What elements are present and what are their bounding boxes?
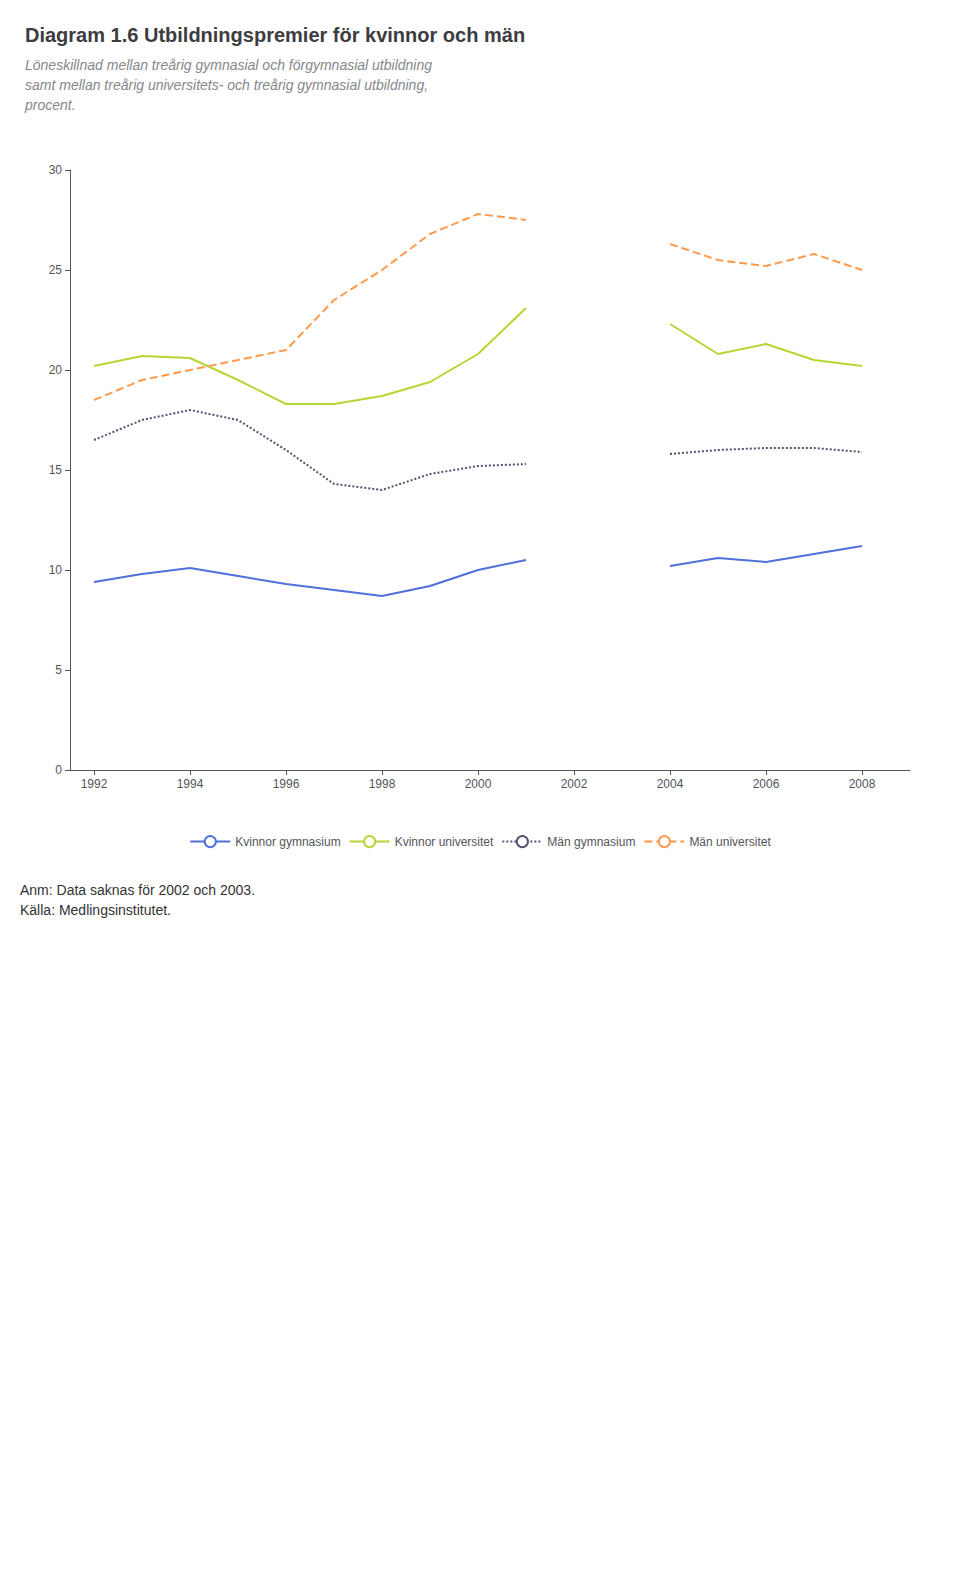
svg-text:Diagram 1.6 Utbildningspremier: Diagram 1.6 Utbildningspremier för kvinn… <box>25 24 525 46</box>
svg-text:1996: 1996 <box>273 777 300 791</box>
svg-text:2004: 2004 <box>657 777 684 791</box>
svg-text:1998: 1998 <box>369 777 396 791</box>
svg-text:procent.: procent. <box>24 97 76 113</box>
svg-text:0: 0 <box>55 763 62 777</box>
svg-text:1994: 1994 <box>177 777 204 791</box>
svg-text:25: 25 <box>49 263 63 277</box>
svg-text:2000: 2000 <box>465 777 492 791</box>
svg-text:Kvinnor gymnasium: Kvinnor gymnasium <box>235 835 340 849</box>
svg-text:2002: 2002 <box>561 777 588 791</box>
svg-text:10: 10 <box>49 563 63 577</box>
svg-text:Löneskillnad mellan treårig gy: Löneskillnad mellan treårig gymnasial oc… <box>25 57 432 73</box>
svg-text:Källa: Medlingsinstitutet.: Källa: Medlingsinstitutet. <box>20 902 171 918</box>
svg-text:2006: 2006 <box>753 777 780 791</box>
svg-text:samt mellan treårig universite: samt mellan treårig universitets- och tr… <box>25 77 428 93</box>
svg-text:15: 15 <box>49 463 63 477</box>
svg-text:2008: 2008 <box>849 777 876 791</box>
svg-text:Anm: Data saknas för 2002 och: Anm: Data saknas för 2002 och 2003. <box>20 882 255 898</box>
svg-text:1992: 1992 <box>81 777 108 791</box>
svg-text:5: 5 <box>55 663 62 677</box>
svg-text:Män universitet: Män universitet <box>689 835 771 849</box>
svg-text:Män gymnasium: Män gymnasium <box>547 835 635 849</box>
svg-text:Kvinnor universitet: Kvinnor universitet <box>395 835 494 849</box>
svg-text:20: 20 <box>49 363 63 377</box>
svg-text:30: 30 <box>49 163 63 177</box>
